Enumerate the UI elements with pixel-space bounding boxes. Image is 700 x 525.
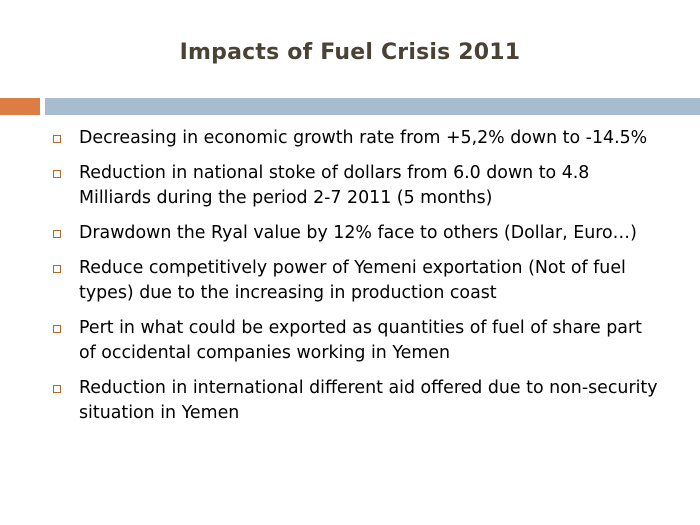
accent-bar-left <box>0 98 40 115</box>
bullet-text: Pert in what could be exported as quanti… <box>79 318 642 363</box>
bullet-text: Decreasing in economic growth rate from … <box>79 128 648 148</box>
hollow-square-bullet-icon <box>53 385 61 393</box>
bullet-list: Decreasing in economic growth rate from … <box>52 126 662 436</box>
bullet-text: Reduction in international different aid… <box>79 378 658 423</box>
bullet-item: Reduction in national stoke of dollars f… <box>52 161 662 211</box>
bullet-item: Drawdown the Ryal value by 12% face to o… <box>52 221 662 246</box>
slide-title: Impacts of Fuel Crisis 2011 <box>179 40 521 65</box>
accent-bar-right <box>45 98 700 115</box>
bullet-text: Reduction in national stoke of dollars f… <box>79 163 590 208</box>
hollow-square-bullet-icon <box>53 325 61 333</box>
bullet-text: Drawdown the Ryal value by 12% face to o… <box>79 223 637 243</box>
hollow-square-bullet-icon <box>53 135 61 143</box>
bullet-item: Reduction in international different aid… <box>52 376 662 426</box>
hollow-square-bullet-icon <box>53 170 61 178</box>
hollow-square-bullet-icon <box>53 265 61 273</box>
hollow-square-bullet-icon <box>53 230 61 238</box>
bullet-item: Decreasing in economic growth rate from … <box>52 126 662 151</box>
bullet-item: Pert in what could be exported as quanti… <box>52 316 662 366</box>
bullet-text: Reduce competitively power of Yemeni exp… <box>79 258 626 303</box>
bullet-item: Reduce competitively power of Yemeni exp… <box>52 256 662 306</box>
